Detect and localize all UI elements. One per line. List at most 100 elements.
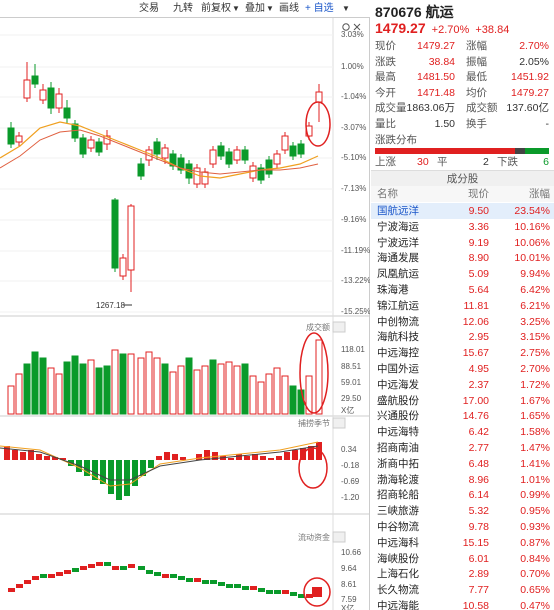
quote-value: 2.70% xyxy=(519,40,549,52)
stock-pct-cell: 0.95% xyxy=(520,505,550,518)
candle-body xyxy=(55,93,63,109)
list-item[interactable]: 中远海控 15.67 2.75% xyxy=(371,345,554,361)
stock-pct-cell: 6.21% xyxy=(520,299,550,312)
list-item[interactable]: 招商轮船 6.14 0.99% xyxy=(371,487,554,503)
list-item[interactable]: 中远海发 2.37 1.72% xyxy=(371,377,554,393)
stock-pct-cell: 0.70% xyxy=(520,568,550,581)
list-item[interactable]: 海航科技 2.95 3.15% xyxy=(371,329,554,345)
stock-price-cell: 9.78 xyxy=(468,521,489,533)
overlay-dropdown-icon[interactable]: ▼ xyxy=(266,4,274,13)
volume-bar xyxy=(103,365,111,415)
stock-price-cell: 9.19 xyxy=(468,236,489,249)
col-name-header[interactable]: 名称 xyxy=(377,188,398,200)
flow-bar xyxy=(40,574,47,578)
quote-row: 量比 1.50 换手 - xyxy=(375,116,551,132)
stock-title: 870676 航运 xyxy=(375,2,454,22)
volume-bar xyxy=(273,367,281,415)
candle-body xyxy=(177,157,185,171)
candle-body xyxy=(137,163,145,177)
list-item[interactable]: 上海石化 2.89 0.70% xyxy=(371,566,554,582)
panel-expand-icon xyxy=(332,417,346,429)
chart-canvas[interactable]: 3.03% 1.00% -1.04% -3.07% -5.10% -7.13% -9.16%… xyxy=(0,18,370,610)
candle-body xyxy=(79,137,87,155)
volume-axis-label: 118.01 xyxy=(341,345,365,354)
list-item[interactable]: 海峡股份 6.01 0.84% xyxy=(371,551,554,567)
col-price-header[interactable]: 现价 xyxy=(468,188,489,200)
macd-bar xyxy=(292,450,298,460)
macd-bar xyxy=(4,446,10,460)
stock-name-cell: 中远海控 xyxy=(377,347,419,360)
stock-name-cell: 海峡股份 xyxy=(377,552,419,565)
list-item[interactable]: 中远海能 10.58 0.47% xyxy=(371,598,554,610)
volume-bar xyxy=(217,363,225,415)
trade-button[interactable]: 交易 xyxy=(139,3,159,14)
volume-bar xyxy=(185,357,193,415)
stock-pct-cell: 1.72% xyxy=(520,378,550,391)
draw-line-button[interactable]: 画线 xyxy=(279,3,299,14)
list-item[interactable]: 国航远洋 9.50 23.54% xyxy=(371,203,554,219)
flow-bar xyxy=(258,588,265,592)
nine-turn-button[interactable]: 九转 xyxy=(173,3,193,14)
stock-price-cell: 5.09 xyxy=(468,268,489,281)
overlay-button[interactable]: 叠加 xyxy=(245,3,265,14)
list-item[interactable]: 中远海特 6.42 1.58% xyxy=(371,424,554,440)
candle-body xyxy=(47,87,55,109)
list-item[interactable]: 盛航股份 17.00 1.67% xyxy=(371,393,554,409)
quote-value: 137.60亿 xyxy=(506,102,549,114)
favorite-dropdown-icon[interactable]: ▼ xyxy=(342,4,350,13)
macd-bar xyxy=(164,452,170,460)
candle-body xyxy=(257,167,265,181)
adjust-button[interactable]: 前复权 xyxy=(201,3,231,14)
list-item[interactable]: 中国外运 4.95 2.70% xyxy=(371,361,554,377)
list-item[interactable]: 珠海港 5.64 6.42% xyxy=(371,282,554,298)
list-item[interactable]: 凤凰航运 5.09 9.94% xyxy=(371,266,554,282)
quote-value: 2.05% xyxy=(519,55,549,68)
macd-bar xyxy=(36,454,42,460)
stock-price-cell: 9.50 xyxy=(468,205,489,217)
flow-bar xyxy=(128,564,135,568)
stock-price-cell: 11.81 xyxy=(463,299,490,312)
stock-pct-cell: 1.67% xyxy=(520,394,550,407)
list-item[interactable]: 锦江航运 11.81 6.21% xyxy=(371,298,554,314)
adjust-dropdown-icon[interactable]: ▼ xyxy=(232,4,240,13)
flow-bar xyxy=(48,574,55,578)
flow-bar xyxy=(242,586,249,590)
flow-bar xyxy=(162,574,169,578)
price-summary: 1479.27 +2.70% +38.84 xyxy=(375,20,509,38)
col-pct-header[interactable]: 涨幅 xyxy=(529,188,550,200)
flow-title: 流动资金 xyxy=(298,532,330,542)
list-item[interactable]: 海通发展 8.90 10.01% xyxy=(371,250,554,266)
list-item[interactable]: 宁波远洋 9.19 10.06% xyxy=(371,235,554,251)
stock-name-cell: 浙商中拓 xyxy=(377,457,419,470)
add-favorite-button[interactable]: + 自选 xyxy=(305,3,334,14)
volume-bar xyxy=(177,365,185,415)
low-price-marker: 1267.18 xyxy=(96,301,125,310)
volume-bar xyxy=(281,375,289,415)
macd-bar xyxy=(84,460,90,476)
list-item[interactable]: 中创物流 12.06 3.25% xyxy=(371,314,554,330)
candle-body xyxy=(39,89,47,101)
macd-bar xyxy=(252,454,258,460)
list-item[interactable]: 中谷物流 9.78 0.93% xyxy=(371,519,554,535)
panel-expand-icon xyxy=(332,531,346,543)
list-item[interactable]: 三峡旅游 5.32 0.95% xyxy=(371,503,554,519)
volume-bar xyxy=(257,381,265,415)
quote-value: 1479.27 xyxy=(417,40,455,52)
flow-bar xyxy=(226,584,233,588)
list-item[interactable]: 招商南油 2.77 1.47% xyxy=(371,440,554,456)
macd-bar xyxy=(100,460,106,484)
volume-bar xyxy=(39,357,47,415)
quote-label: 成交额 xyxy=(466,102,498,114)
macd-bar xyxy=(44,456,50,460)
candle-body xyxy=(201,171,209,185)
volume-bar xyxy=(95,367,103,415)
flow-bar xyxy=(120,566,127,570)
flow-bar xyxy=(186,578,193,582)
list-item[interactable]: 中远海科 15.15 0.87% xyxy=(371,535,554,551)
list-item[interactable]: 宁波海运 3.36 10.16% xyxy=(371,219,554,235)
candle-body xyxy=(87,139,95,149)
list-item[interactable]: 渤海轮渡 8.96 1.01% xyxy=(371,472,554,488)
list-item[interactable]: 兴通股份 14.76 1.65% xyxy=(371,408,554,424)
list-item[interactable]: 长久物流 7.77 0.65% xyxy=(371,582,554,598)
list-item[interactable]: 浙商中拓 6.48 1.41% xyxy=(371,456,554,472)
